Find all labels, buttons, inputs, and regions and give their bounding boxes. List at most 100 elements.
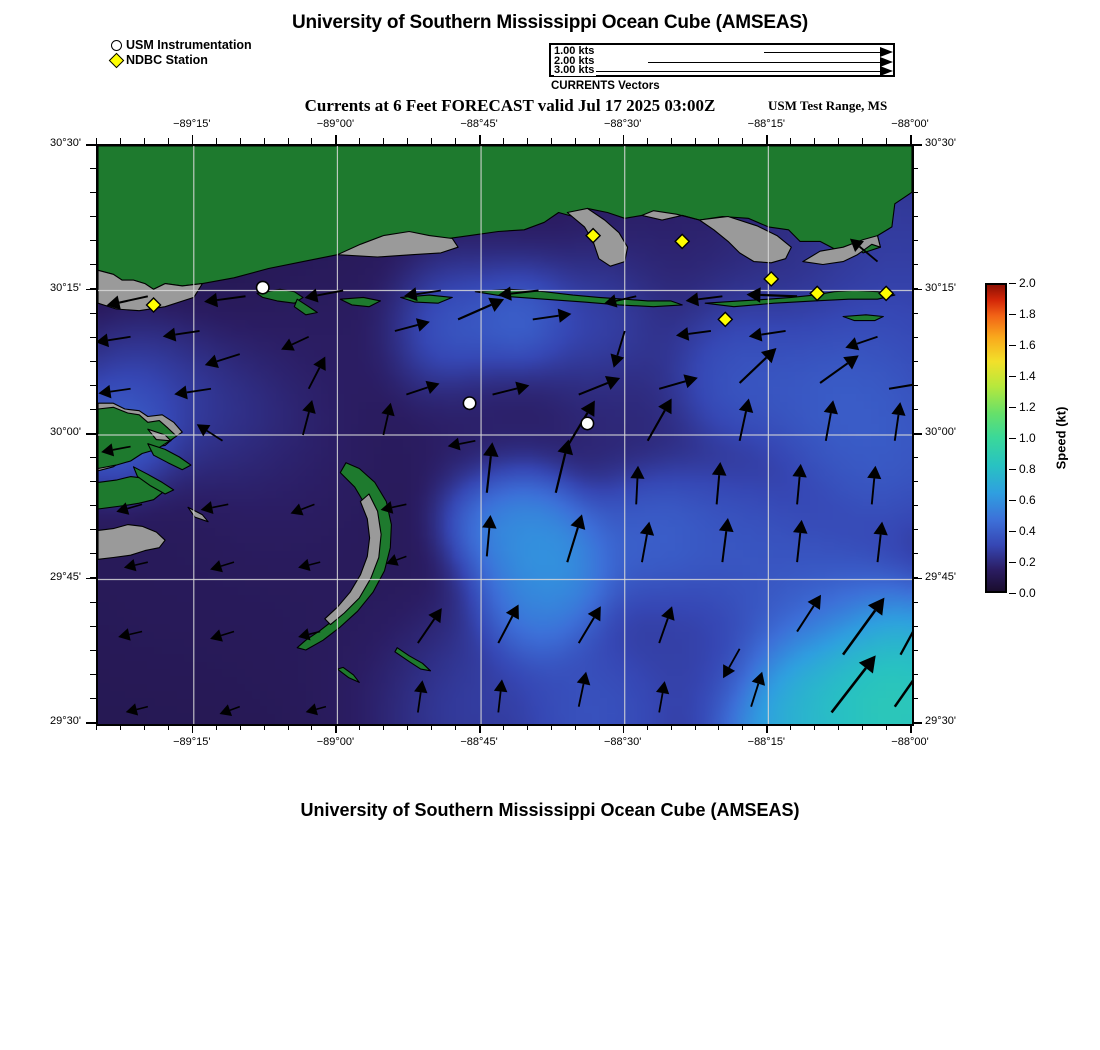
colorbar-tick-label: 1.6 [1019,338,1036,352]
axis-tick [912,577,922,580]
axis-tick [814,138,816,144]
lat-tick-label-right: 29°30' [925,715,956,727]
current-vector [98,333,131,348]
axis-tick [431,724,433,730]
legend-item-ndbc-station: NDBC Station [108,52,252,68]
currents-map[interactable] [96,144,914,726]
axis-tick [191,135,194,144]
current-vector [417,608,442,644]
axis-tick [90,408,96,410]
axis-tick [912,408,918,410]
axis-tick [90,192,96,194]
colorbar-tick [1009,531,1016,533]
colorbar-tick [1009,438,1016,440]
axis-tick [646,138,648,144]
axis-tick [550,724,552,730]
axis-tick [912,722,922,724]
lon-tick-label-bottom: −89°00' [316,736,355,748]
current-vector [123,558,148,572]
axis-tick [912,625,918,627]
page-title: University of Southern Mississippi Ocean… [291,12,808,33]
axis-tick [90,697,96,699]
axis-tick [479,724,481,733]
current-vector [174,385,212,400]
axis-tick [912,264,918,266]
current-vector [792,519,808,563]
current-vector [204,353,241,368]
axis-tick [90,384,96,386]
ndbc-station-marker [145,296,162,313]
axis-tick [191,724,194,733]
axis-tick [912,481,918,483]
axis-tick [912,505,918,507]
colorbar-tick-label: 1.8 [1019,307,1036,321]
vector-scale-label-3: 3.00 kts [554,64,597,76]
current-vector [290,503,315,516]
axis-tick [96,138,97,144]
current-vector [823,400,838,441]
axis-tick [455,724,457,730]
axis-tick [502,138,504,144]
current-vector [655,681,670,713]
usm-instrumentation-marker [462,396,477,411]
vector-scale-arrowhead-2 [880,57,893,67]
lat-tick-label-left: 29°45' [50,570,81,583]
colorbar-tick-label: 2.0 [1019,276,1036,290]
current-vector [414,680,428,713]
colorbar-gradient [985,283,1007,593]
lat-tick-label-right: 30°30' [925,137,956,149]
axis-tick [90,673,96,675]
lon-tick-label-bottom: −89°15' [173,736,211,748]
axis-tick [263,724,265,730]
speed-colorbar: 0.0 0.2 0.4 0.6 0.8 1.0 1.2 1.4 1.6 1.8 2.0 Speed … [985,276,1069,600]
bottom-caption: University of Southern Mississippi Ocean… [300,800,800,820]
current-vector [404,287,441,302]
current-vector [750,671,766,707]
vector-scale-row-2: 2.00 kts [551,56,893,68]
lat-tick-label-left: 30°00' [50,426,81,438]
axis-tick [912,168,918,170]
ndbc-station-marker [878,285,895,302]
ndbc-station-marker [717,311,734,328]
current-vector [281,335,310,351]
axis-tick [838,138,840,144]
axis-tick [90,360,96,362]
current-vector [219,704,241,717]
axis-tick [90,168,96,170]
axis-tick [912,216,918,218]
axis-tick [407,724,409,730]
axis-tick [912,457,918,459]
current-vector [304,288,344,303]
axis-tick [239,724,241,730]
current-vector [842,597,885,656]
colorbar-tick-label: 0.2 [1019,555,1036,569]
current-vector [630,465,645,505]
colorbar-tick [1009,283,1016,285]
ndbc-station-marker [585,227,602,244]
current-vector [532,308,572,323]
current-vector [845,335,878,351]
axis-tick [215,138,217,144]
colorbar-tick [1009,407,1016,409]
axis-tick [143,138,145,144]
vector-scale-arrowhead-3 [880,66,893,76]
axis-tick [912,384,918,386]
colorbar-tick-label: 1.0 [1019,431,1036,445]
axis-tick [862,138,864,144]
current-vector [873,521,888,563]
axis-tick [912,336,918,338]
lat-tick-label-left: 29°30' [50,715,81,727]
lon-tick-label-top: −89°00' [316,118,355,130]
current-vector [738,348,777,384]
axis-tick [790,724,792,730]
marker-legend: USM Instrumentation NDBC Station [108,38,252,68]
axis-tick [670,138,672,144]
current-vector [106,295,149,310]
current-vector [497,604,519,644]
colorbar-tick-label: 1.4 [1019,369,1036,383]
axis-tick [742,724,744,730]
lon-tick-label-bottom: −88°15' [747,736,786,748]
axis-tick [90,505,96,507]
axis-tick [90,601,96,603]
current-vector [867,465,882,505]
